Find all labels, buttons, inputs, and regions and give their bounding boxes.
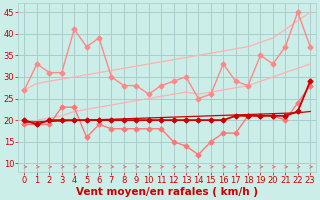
- X-axis label: Vent moyen/en rafales ( km/h ): Vent moyen/en rafales ( km/h ): [76, 187, 258, 197]
